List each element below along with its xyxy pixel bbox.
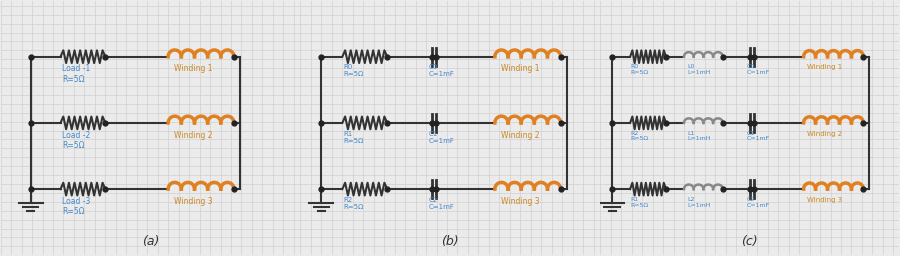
Text: C0
C=1mF: C0 C=1mF — [429, 64, 454, 77]
Text: Winding 3: Winding 3 — [806, 197, 842, 203]
Text: (b): (b) — [441, 235, 459, 248]
Text: (a): (a) — [141, 235, 159, 248]
Text: L1
L=1mH: L1 L=1mH — [687, 131, 710, 141]
Text: Load -2
R=5Ω: Load -2 R=5Ω — [62, 131, 90, 150]
Text: Winding 1: Winding 1 — [175, 64, 212, 73]
Text: C1
C=1mF: C1 C=1mF — [747, 131, 770, 141]
Text: (c): (c) — [742, 235, 758, 248]
Text: Winding 2: Winding 2 — [175, 131, 212, 140]
Text: R1
R=5Ω: R1 R=5Ω — [631, 197, 649, 208]
Text: C2
C=1mF: C2 C=1mF — [747, 197, 770, 208]
Text: R2
R=5Ω: R2 R=5Ω — [344, 197, 364, 210]
Text: Load -1
R=5Ω: Load -1 R=5Ω — [62, 64, 90, 84]
Text: R0
R=5Ω: R0 R=5Ω — [344, 64, 364, 77]
Text: Winding 3: Winding 3 — [500, 197, 539, 206]
Text: Winding 2: Winding 2 — [500, 131, 539, 140]
Text: Winding 3: Winding 3 — [175, 197, 212, 206]
Text: R0
R=5Ω: R0 R=5Ω — [631, 64, 649, 75]
Text: Winding 1: Winding 1 — [806, 64, 842, 70]
Text: L0
L=1mH: L0 L=1mH — [687, 64, 710, 75]
Text: C0
C=1mF: C0 C=1mF — [747, 64, 770, 75]
Text: C1
C=1mF: C1 C=1mF — [429, 131, 454, 144]
Text: C2
C=1mF: C2 C=1mF — [429, 197, 454, 210]
Text: R1
R=5Ω: R1 R=5Ω — [344, 131, 364, 144]
Text: Winding 1: Winding 1 — [500, 64, 539, 73]
Text: Load -3
R=5Ω: Load -3 R=5Ω — [62, 197, 90, 216]
Text: L2
L=1mH: L2 L=1mH — [687, 197, 710, 208]
Text: R2
R=5Ω: R2 R=5Ω — [631, 131, 649, 141]
Text: Winding 2: Winding 2 — [806, 131, 842, 136]
